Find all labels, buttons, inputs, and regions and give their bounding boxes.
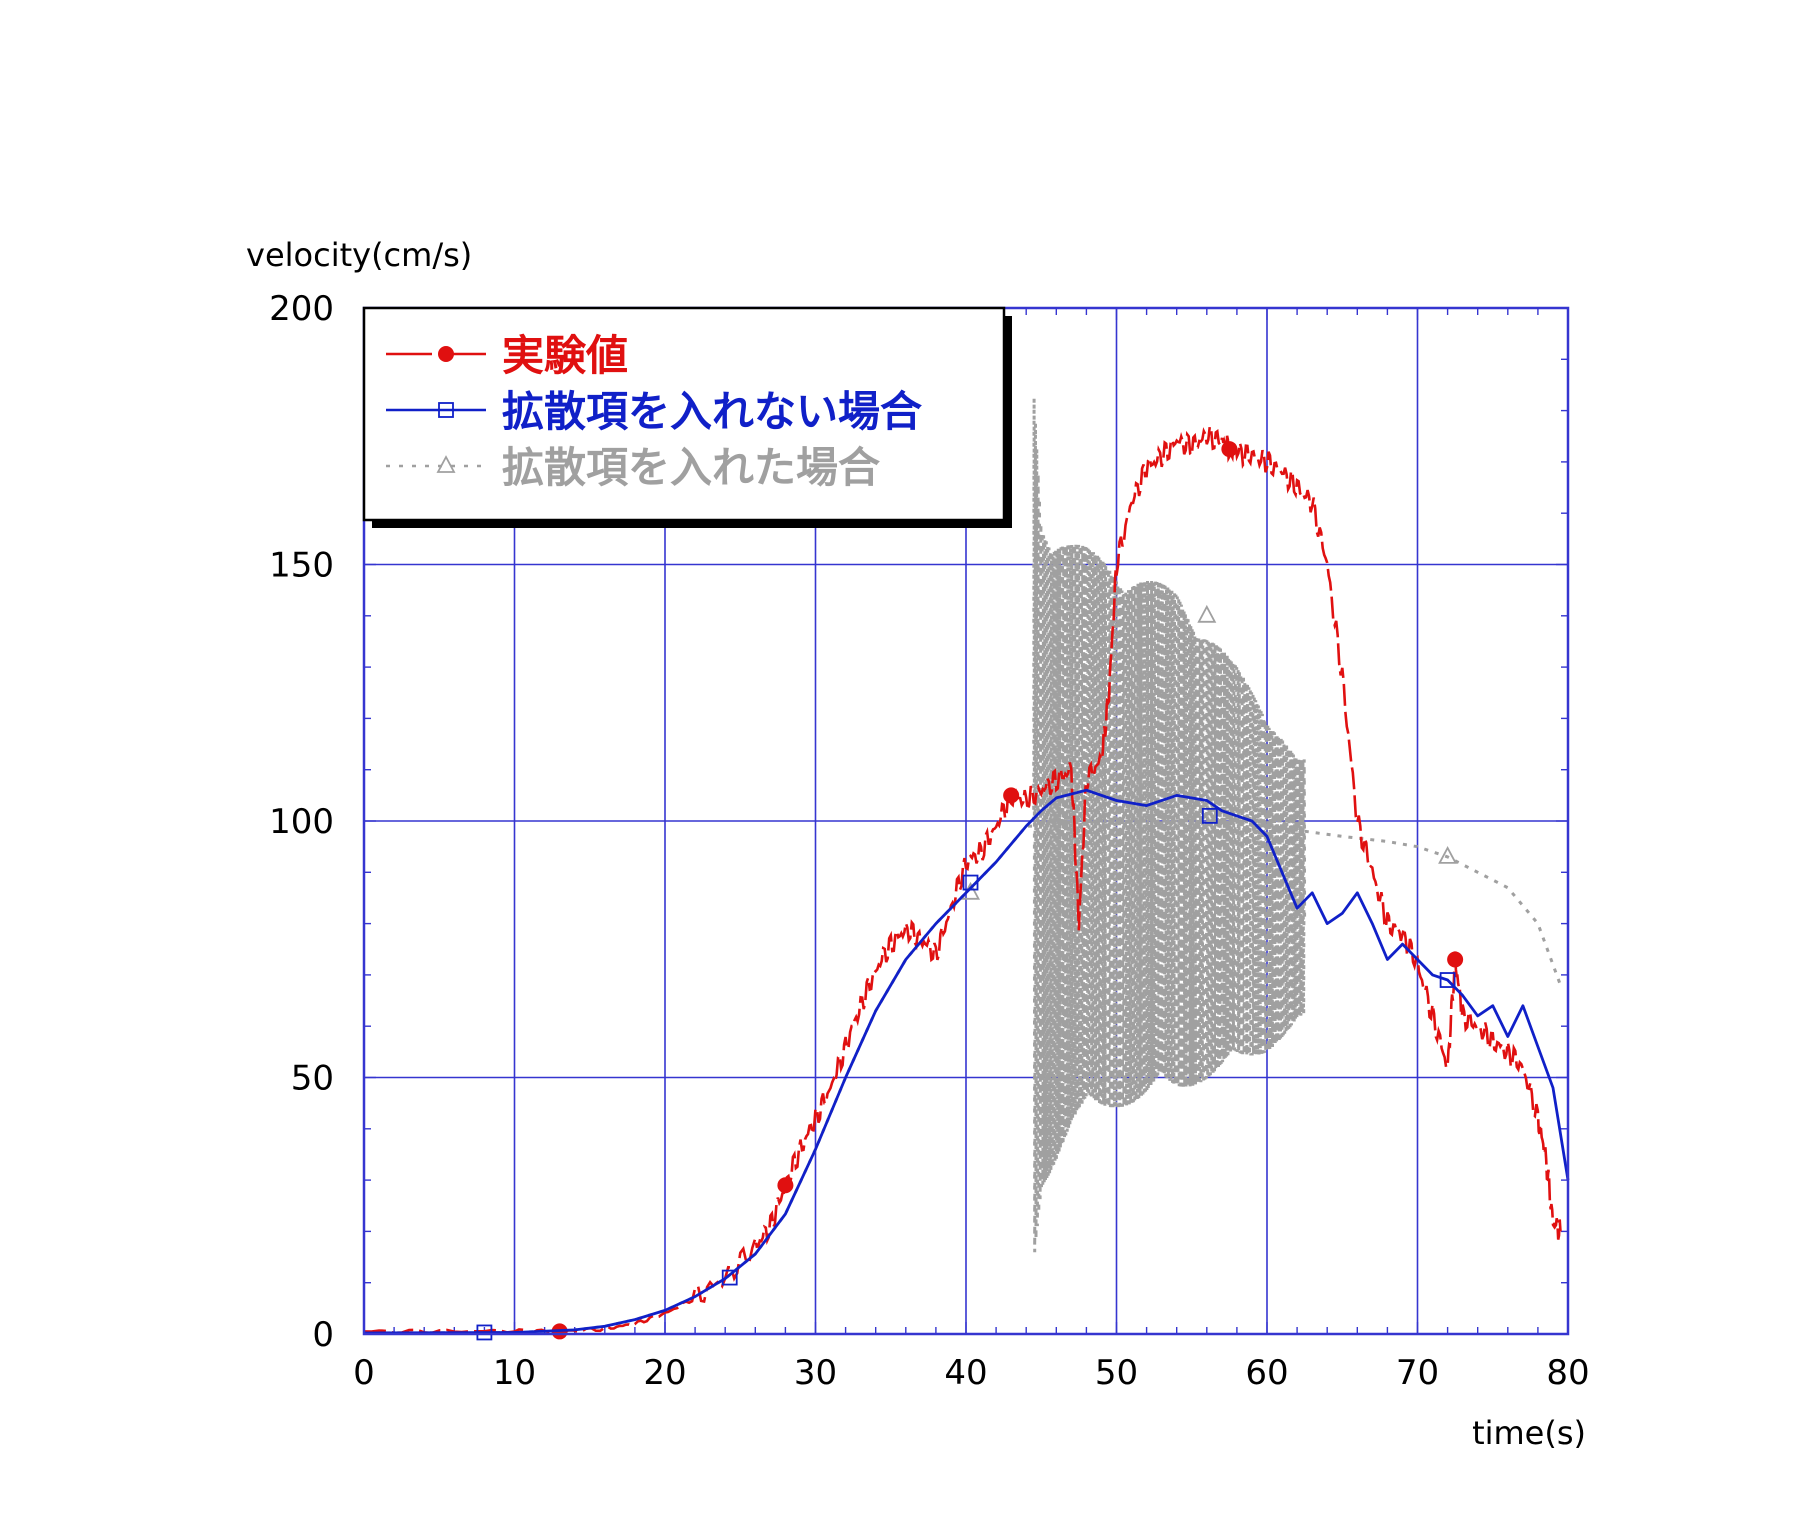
x-tick-label: 80 — [1546, 1353, 1589, 1393]
y-tick-label: 200 — [269, 289, 334, 329]
x-tick-label: 60 — [1245, 1353, 1288, 1393]
series-layer — [363, 398, 1570, 1341]
legend-item: 実験値 — [386, 331, 628, 380]
y-tick-label: 100 — [269, 802, 334, 842]
legend-box — [362, 306, 1006, 522]
legend-item: 拡散項を入れた場合 — [386, 443, 880, 492]
x-tick-label: 0 — [353, 1353, 375, 1393]
marker — [438, 346, 454, 362]
marker — [1447, 951, 1464, 968]
marker — [721, 1269, 738, 1286]
y-axis-title: velocity(cm/s) — [246, 236, 472, 274]
y-tick-label: 50 — [291, 1059, 334, 1099]
marker — [436, 455, 456, 473]
x-tick-label: 70 — [1396, 1353, 1439, 1393]
tick-labels: 0 10 20 30 40 50 60 70 80 0 50 100 150 200 — [269, 289, 1590, 1393]
x-tick-label: 10 — [493, 1353, 536, 1393]
series-line — [363, 788, 1570, 1335]
marker — [1201, 807, 1218, 824]
marker — [438, 402, 454, 418]
marker — [1221, 441, 1238, 458]
marker — [777, 1177, 794, 1194]
x-tick-label: 20 — [643, 1353, 686, 1393]
x-tick-label: 40 — [944, 1353, 987, 1393]
series-line — [1041, 819, 1562, 986]
y-tick-label: 150 — [269, 546, 334, 586]
marker — [962, 874, 979, 891]
marker — [1438, 845, 1458, 864]
legend-item: 拡散項を入れない場合 — [386, 387, 922, 436]
marker — [1439, 972, 1456, 988]
x-tick-label: 30 — [794, 1353, 837, 1393]
marker — [476, 1324, 493, 1341]
series-experimental — [363, 425, 1562, 1340]
series-with-diffusion — [363, 398, 1562, 1335]
y-tick-label: 0 — [312, 1315, 334, 1355]
marker — [1003, 787, 1020, 804]
marker — [961, 881, 981, 900]
marker — [1197, 604, 1217, 623]
legend-label: 拡散項を入れた場合 — [502, 443, 880, 492]
legend-label: 拡散項を入れない場合 — [502, 387, 922, 436]
x-axis-title: time(s) — [1472, 1414, 1586, 1452]
x-tick-label: 50 — [1095, 1353, 1138, 1393]
series-line — [363, 425, 1562, 1335]
series-no-diffusion — [363, 788, 1570, 1341]
legend-label: 実験値 — [502, 331, 628, 380]
series-line — [363, 398, 1307, 1335]
